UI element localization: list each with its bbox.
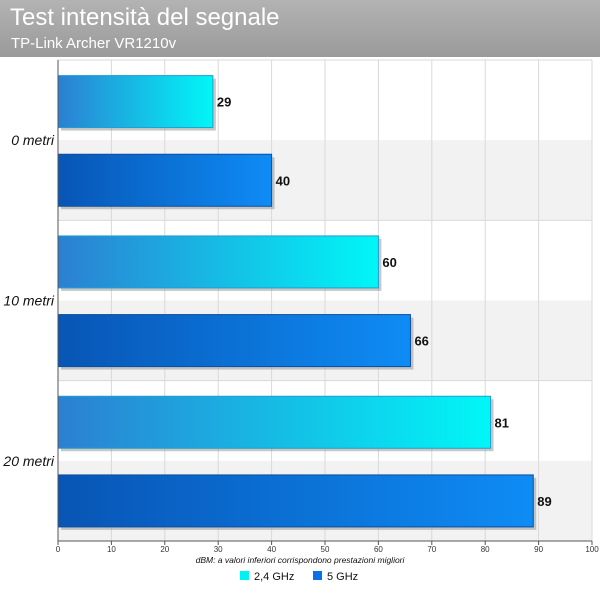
category-label: 20 metri <box>2 453 54 469</box>
x-tick-label: 0 <box>56 545 61 554</box>
data-label: 60 <box>382 255 396 270</box>
chart-title: Test intensità del segnale <box>10 4 280 31</box>
data-label: 89 <box>537 494 551 509</box>
x-tick-label: 60 <box>374 545 383 554</box>
legend-label: 2,4 GHz <box>254 571 294 583</box>
x-tick-label: 50 <box>321 545 330 554</box>
data-label: 29 <box>217 95 231 110</box>
data-label: 40 <box>276 173 290 188</box>
bar-5ghz <box>57 474 534 528</box>
x-tick-label: 80 <box>481 545 490 554</box>
legend-label: 5 GHz <box>327 571 358 583</box>
category-label: 10 metri <box>3 293 54 309</box>
category-label: 0 metri <box>11 132 55 148</box>
bar-5ghz <box>57 314 411 368</box>
x-tick-label: 90 <box>534 545 543 554</box>
chart-header: Test intensità del segnale TP-Link Arche… <box>0 0 600 57</box>
legend-swatch <box>240 571 249 580</box>
x-tick-label: 30 <box>214 545 223 554</box>
legend-swatch <box>313 571 322 580</box>
x-tick-label: 10 <box>107 545 116 554</box>
data-label: 66 <box>414 334 428 349</box>
x-tick-label: 70 <box>427 545 436 554</box>
bar-24ghz <box>57 395 492 449</box>
bar-5ghz <box>57 153 273 207</box>
chart-subtitle: TP-Link Archer VR1210v <box>11 35 177 52</box>
data-label: 81 <box>495 415 509 430</box>
x-tick-label: 40 <box>267 545 276 554</box>
bar-24ghz <box>57 235 379 289</box>
x-tick-label: 100 <box>585 545 599 554</box>
bar-24ghz <box>57 75 214 129</box>
x-axis-title: dBM: a valori inferiori corrispondono pr… <box>196 555 406 565</box>
x-tick-label: 20 <box>160 545 169 554</box>
